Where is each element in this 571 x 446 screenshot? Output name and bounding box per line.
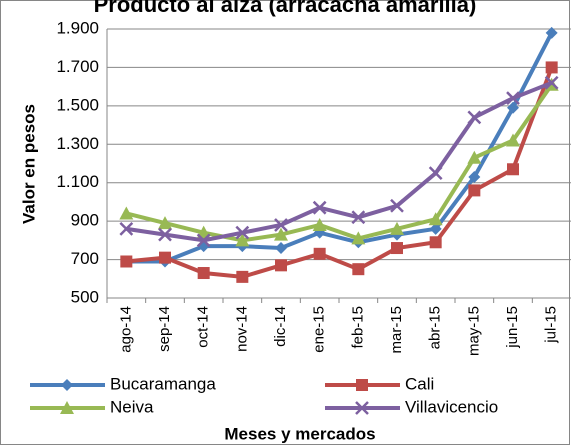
legend-marker [356, 379, 368, 391]
data-point [159, 251, 171, 264]
data-point [545, 61, 558, 74]
legend-label: Villavicencio [405, 397, 498, 416]
data-point [274, 227, 288, 241]
data-point [507, 163, 519, 176]
x-tick-label: mar-15 [388, 306, 405, 354]
data-point [506, 91, 520, 106]
data-point [467, 110, 482, 125]
x-axis-label: Meses y mercados [224, 424, 375, 443]
data-point [468, 170, 481, 183]
data-point [352, 263, 365, 276]
x-tick-label: abr-15 [427, 306, 444, 349]
data-point [391, 242, 403, 255]
data-point [120, 255, 133, 268]
series-line [125, 83, 554, 243]
series-line [126, 31, 554, 264]
x-tick-label: jul-15 [543, 306, 560, 344]
x-tick-label: jun-15 [504, 306, 521, 349]
data-point [275, 259, 287, 272]
x-tick-label: may-15 [465, 306, 482, 356]
data-point [313, 247, 326, 260]
data-point [119, 221, 134, 236]
data-point [312, 217, 327, 231]
y-tick-label: 1.900 [56, 18, 99, 37]
legend-marker [61, 379, 73, 391]
x-tick-label: sep-14 [156, 306, 173, 352]
y-tick-label: 500 [71, 287, 99, 306]
legend-label: Neiva [110, 397, 154, 416]
x-tick-label: feb-15 [349, 306, 366, 349]
data-point [506, 133, 520, 147]
data-point [390, 221, 404, 235]
data-point [235, 233, 250, 247]
x-tick-label: nov-14 [233, 306, 250, 352]
data-point [428, 166, 443, 180]
data-point [312, 200, 327, 215]
data-point [158, 216, 172, 230]
x-tick-label: ene-15 [311, 306, 328, 353]
data-point [544, 75, 559, 90]
y-tick-label: 900 [71, 211, 99, 230]
y-tick-label: 1.100 [56, 172, 99, 191]
legend-marker [60, 401, 74, 414]
series-line [126, 66, 554, 279]
legend-label: Cali [405, 374, 434, 393]
data-point [467, 150, 482, 164]
y-tick-label: 1.500 [56, 95, 99, 114]
data-point [235, 225, 250, 240]
x-tick-label: oct-14 [195, 306, 212, 348]
y-tick-label: 1.300 [56, 134, 99, 153]
data-point [468, 184, 481, 197]
y-tick-label: 1.700 [56, 57, 99, 76]
legend-label: Bucaramanga [110, 374, 216, 393]
data-point [275, 242, 287, 255]
y-axis-label: Valor en pesos [19, 104, 38, 224]
data-point [119, 206, 134, 220]
series-line [126, 80, 553, 243]
data-point [274, 218, 288, 232]
data-point [545, 26, 558, 39]
x-tick-label: dic-14 [272, 306, 289, 347]
chart-title: Producto al alza (arracacha amarilla) [94, 0, 477, 17]
data-point [158, 227, 172, 242]
data-point [507, 101, 519, 114]
data-point [428, 212, 443, 226]
x-tick-label: ago-14 [117, 306, 134, 353]
data-point [236, 270, 249, 283]
data-point [390, 198, 404, 213]
y-tick-label: 700 [71, 249, 99, 268]
data-point [429, 236, 442, 249]
data-point [351, 210, 366, 225]
data-point [197, 267, 210, 280]
legend-marker [355, 401, 369, 415]
data-point [429, 222, 442, 235]
data-point [351, 231, 366, 245]
data-point [196, 233, 211, 248]
